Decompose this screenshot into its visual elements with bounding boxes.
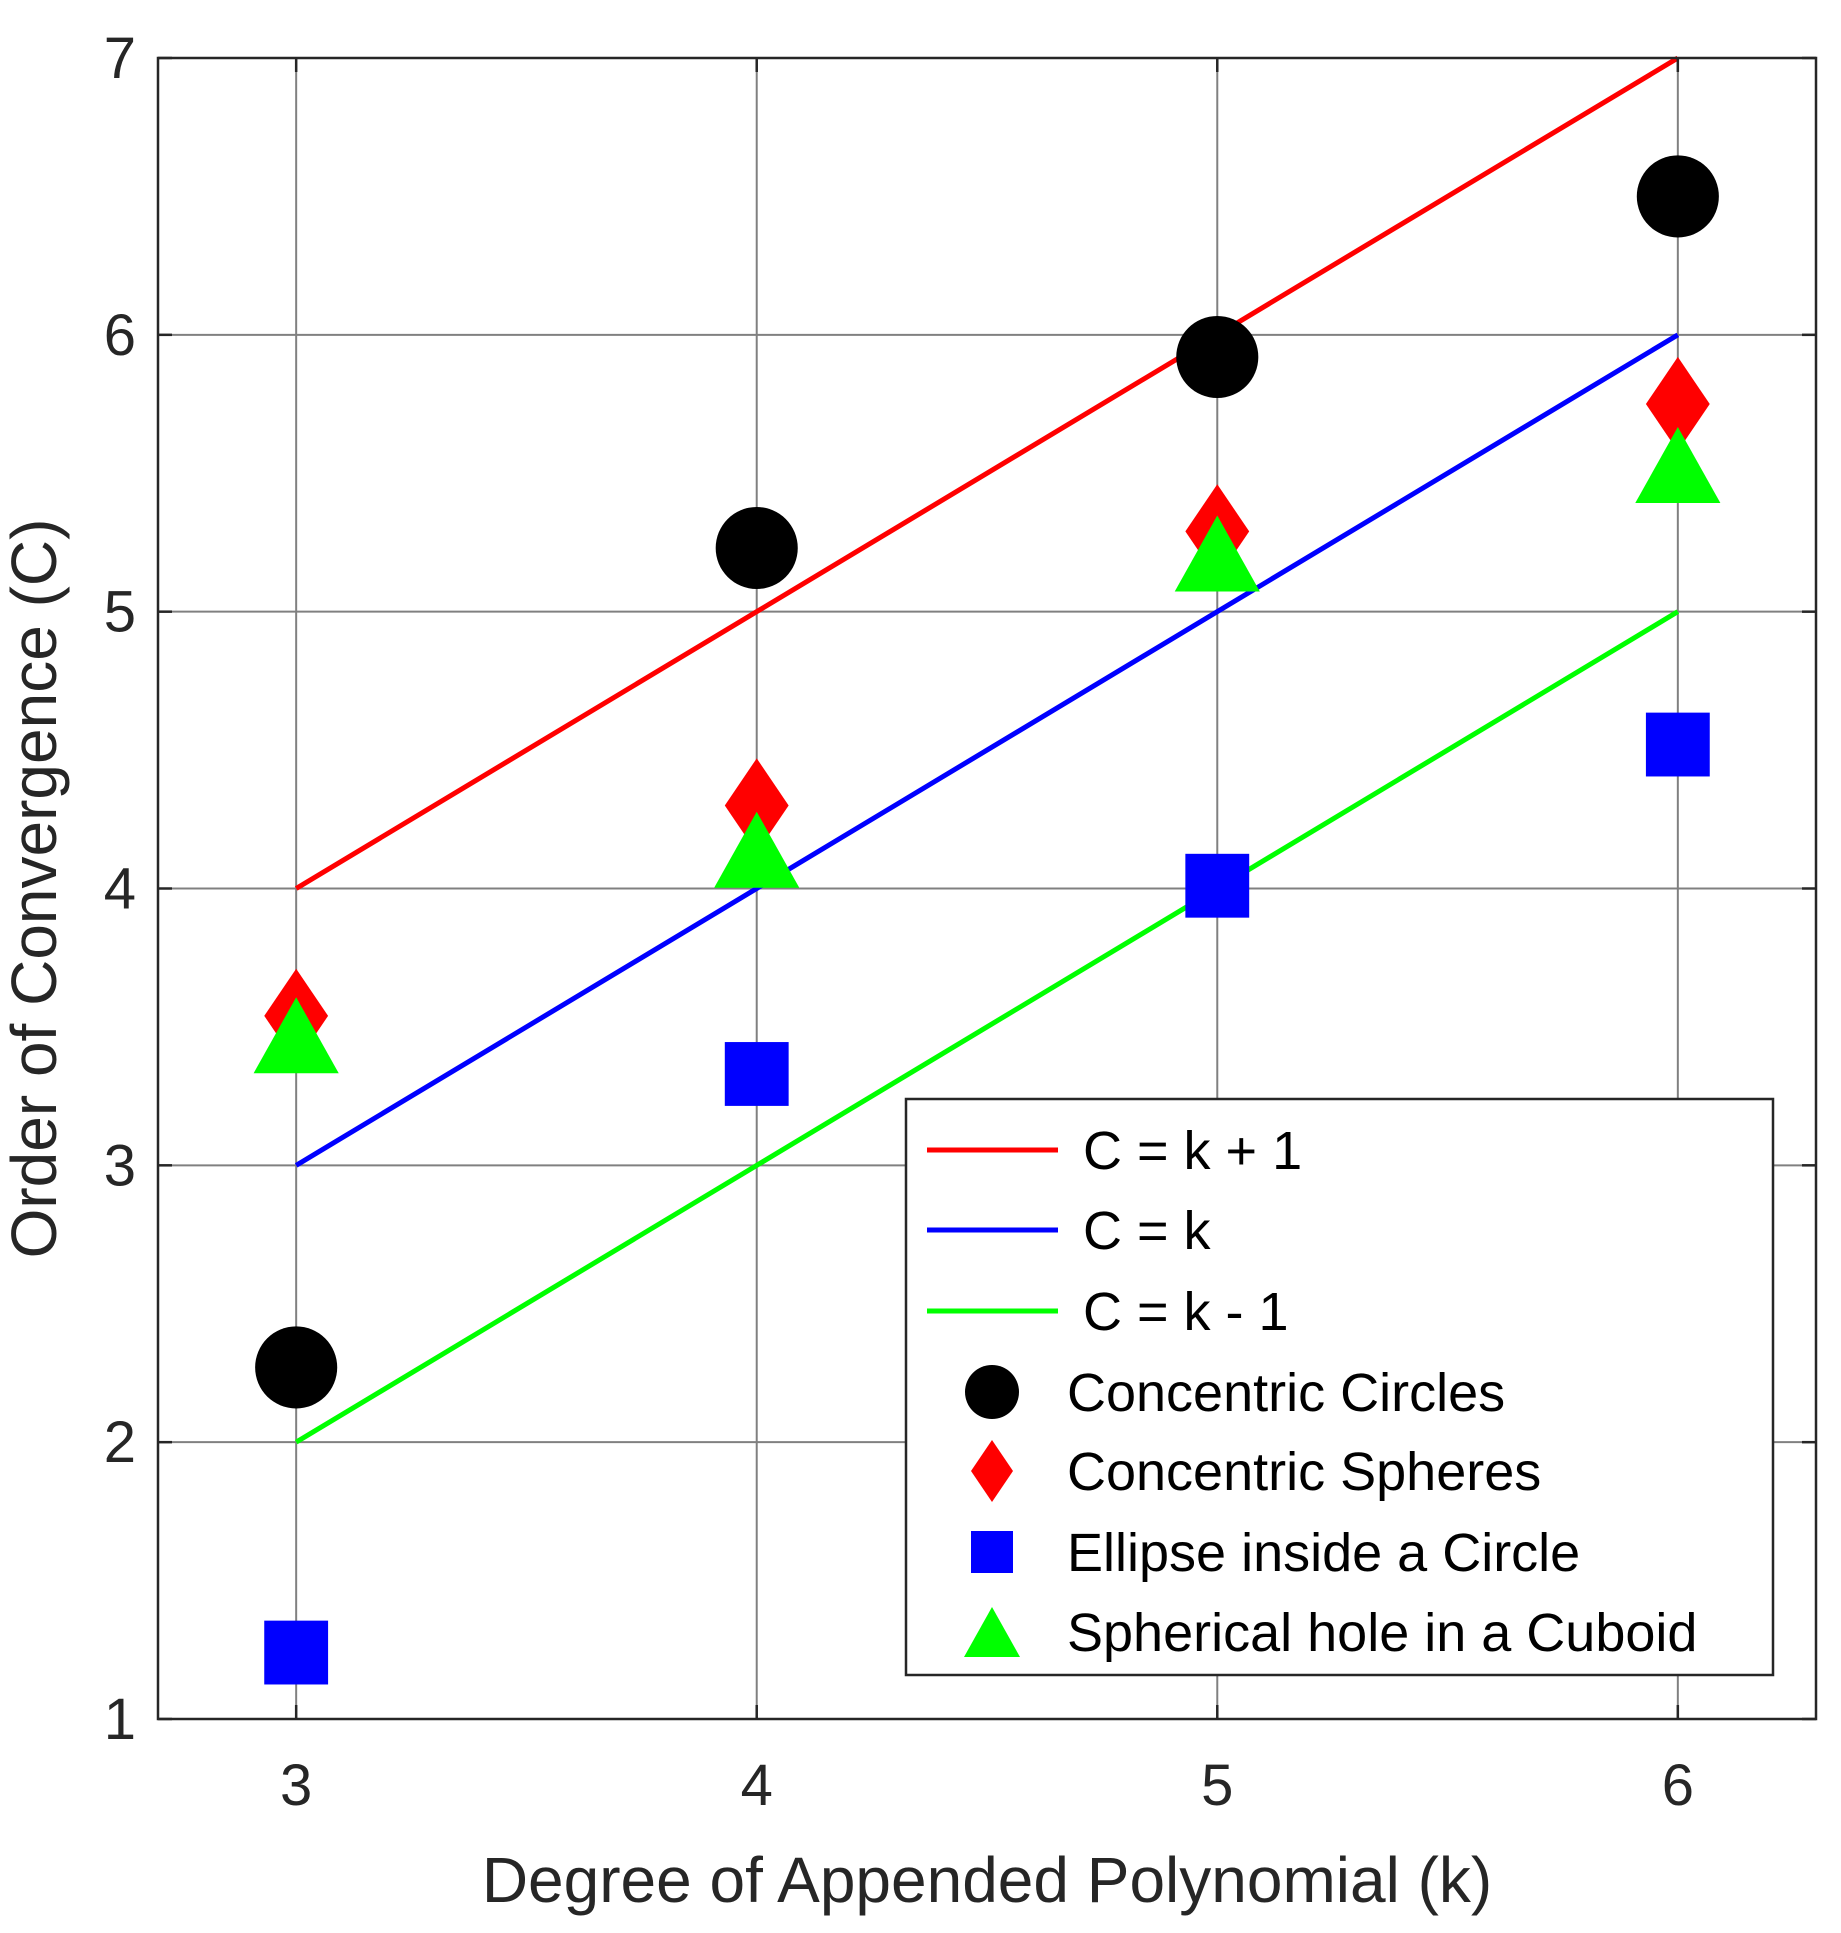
x-tick-label: 4 — [741, 1753, 773, 1818]
y-tick-label: 1 — [104, 1687, 136, 1752]
data-point-circle — [255, 1326, 338, 1409]
data-point-circle — [1176, 315, 1259, 399]
data-point-square — [724, 1042, 789, 1106]
x-tick-label: 5 — [1201, 1753, 1233, 1818]
legend-entry-label: Spherical hole in a Cuboid — [1067, 1603, 1697, 1663]
legend-entry-label: C = k + 1 — [1083, 1121, 1302, 1181]
data-point-diamond — [971, 1440, 1013, 1502]
legend-entry-label: Ellipse inside a Circle — [1067, 1523, 1580, 1583]
x-tick-label: 6 — [1662, 1753, 1694, 1818]
data-point-square — [1185, 853, 1250, 918]
legend-box — [904, 1097, 1775, 1677]
y-axis-ticks: 1 2 3 4 5 6 7 — [104, 26, 1816, 1752]
data-point-circle — [965, 1365, 1019, 1419]
legend-entry-label: C = k — [1083, 1201, 1212, 1261]
data-point-diamond — [724, 758, 789, 853]
y-axis-label: Order of Convergence (C) — [0, 519, 70, 1259]
data-point-triangle — [253, 997, 339, 1074]
series-lines — [294, 55, 1680, 1445]
data-point-circle — [715, 506, 798, 590]
series-line — [294, 55, 1680, 891]
data-point-triangle — [714, 811, 800, 888]
data-point-triangle — [1635, 426, 1721, 503]
y-tick-label: 3 — [104, 1133, 136, 1198]
data-point-triangle — [1174, 515, 1260, 592]
legend-entry-label: Concentric Circles — [1067, 1363, 1505, 1423]
series-markers — [253, 155, 1721, 1685]
data-point-square — [264, 1620, 329, 1685]
x-axis-label: Degree of Appended Polynomial (k) — [482, 1844, 1492, 1916]
x-axis-ticks: 3 4 5 6 — [280, 58, 1694, 1818]
y-tick-label: 7 — [104, 26, 136, 91]
x-tick-label: 3 — [280, 1753, 312, 1818]
legend-entry-label: Concentric Spheres — [1067, 1442, 1541, 1502]
legend-entry-label: C = k - 1 — [1083, 1282, 1289, 1342]
data-point-triangle — [964, 1607, 1020, 1657]
data-point-circle — [1636, 155, 1719, 238]
data-point-diamond — [1645, 356, 1710, 452]
legend: C = k + 1 C = k C = k - 1 Concentric Circle… — [904, 1097, 1775, 1677]
data-point-square — [1645, 712, 1710, 777]
series-line — [294, 609, 1680, 1445]
y-tick-label: 5 — [104, 580, 136, 645]
y-tick-label: 2 — [104, 1410, 136, 1475]
y-tick-label: 6 — [104, 303, 136, 368]
y-tick-label: 4 — [104, 857, 136, 922]
data-point-square — [971, 1531, 1013, 1573]
series-line — [294, 332, 1680, 1168]
